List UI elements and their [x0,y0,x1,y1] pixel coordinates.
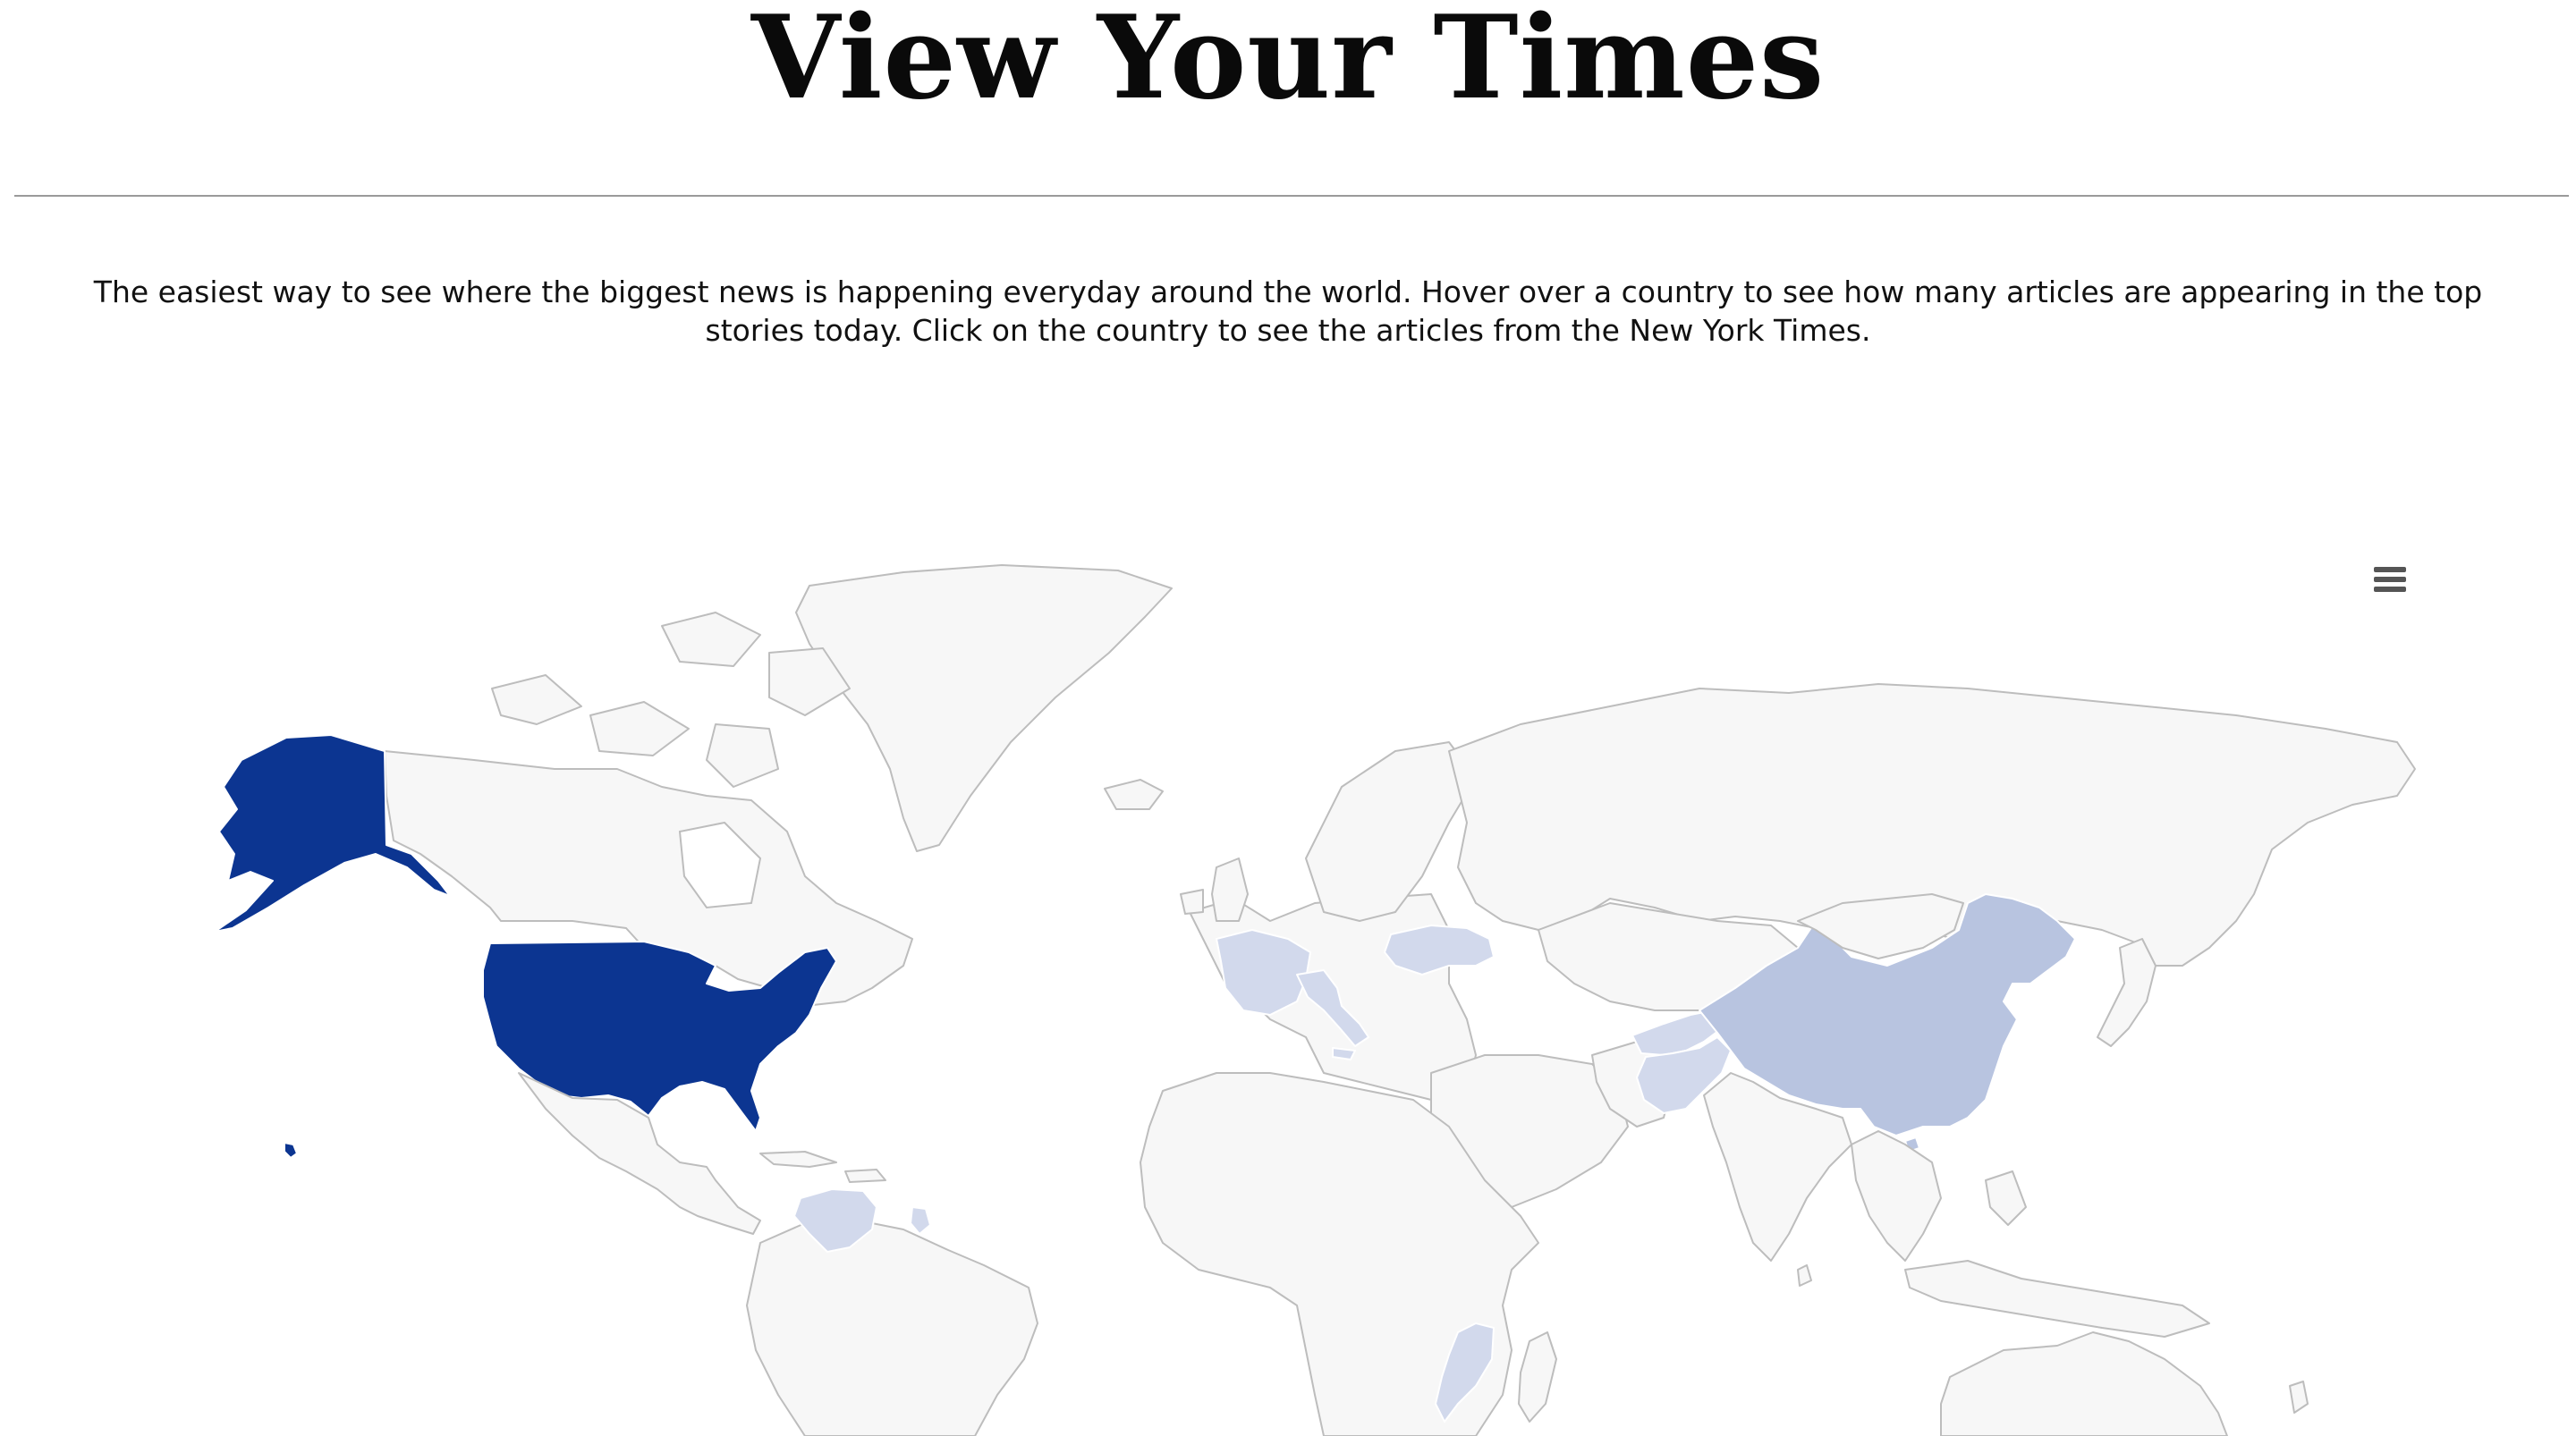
country-africa[interactable] [1140,1072,1539,1436]
country-afghanistan[interactable] [1631,1009,1723,1056]
country-alaska[interactable] [214,734,451,933]
country-india[interactable] [1703,1072,1852,1262]
intro-text: The easiest way to see where the biggest… [93,275,2483,348]
country-ukraine[interactable] [1384,925,1495,976]
country-scandinavia[interactable] [1305,741,1477,922]
country-france[interactable] [1216,929,1311,1016]
country-mongolia[interactable] [1797,893,1964,959]
country-russia[interactable] [1448,683,2416,967]
country-italy[interactable] [1296,969,1369,1060]
country-indonesia[interactable] [1904,1170,2210,1338]
country-united-states[interactable] [482,941,837,1132]
country-pakistan[interactable] [1636,1036,1732,1114]
country-mozambique[interactable] [1435,1322,1495,1423]
country-sri-lanka[interactable] [1797,1264,1812,1287]
world-map-svg [214,564,2416,1436]
country-australia[interactable] [1940,1331,2228,1436]
country-south-america[interactable] [746,1220,1038,1436]
country-japan[interactable] [2097,938,2157,1047]
country-china[interactable] [1699,893,2076,1136]
country-guyana[interactable] [910,1206,931,1235]
country-united-kingdom[interactable] [1180,857,1249,922]
country-hawaii[interactable] [284,1142,298,1159]
world-map [0,501,2576,1436]
country-iceland[interactable] [1104,779,1164,810]
country-southeast-asia[interactable] [1851,1130,1942,1262]
header-divider [14,195,2569,197]
country-madagascar[interactable] [1518,1331,1557,1423]
country-canada[interactable] [384,750,913,1007]
country-canada-islands[interactable] [491,612,851,788]
country-new-zealand[interactable] [2289,1381,2309,1414]
country-mexico[interactable] [518,1072,761,1235]
country-cuba[interactable] [759,1151,886,1183]
hamburger-menu-icon[interactable] [2361,554,2415,604]
country-venezuela[interactable] [793,1188,877,1253]
page-title: View Your Times [750,0,1826,125]
